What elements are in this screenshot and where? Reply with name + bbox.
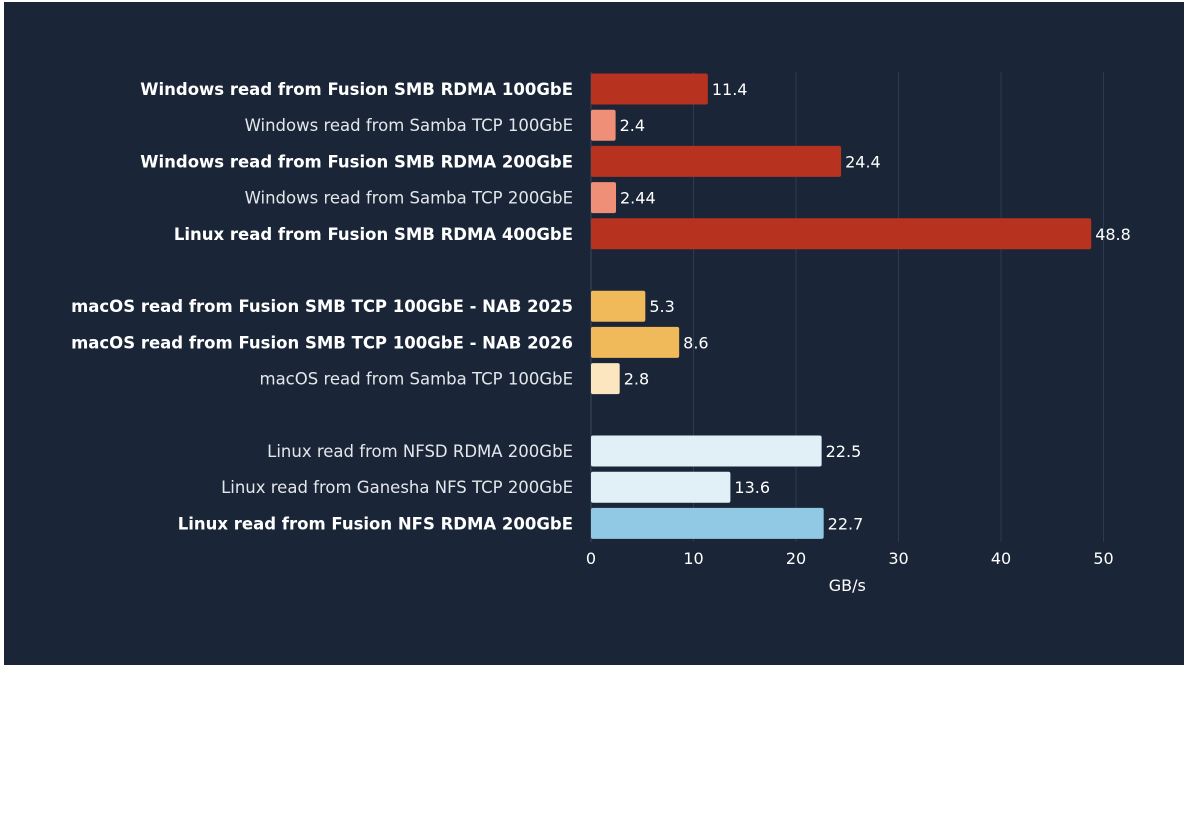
x-axis-title: GB/s (829, 576, 866, 595)
bar-1-2 (591, 363, 620, 395)
x-tick-label: 40 (991, 549, 1011, 568)
bar-2-0 (591, 435, 822, 467)
bar-0-3 (591, 182, 617, 214)
value-label: 2.4 (620, 116, 645, 135)
value-label: 13.6 (734, 478, 770, 497)
bar-0-1 (591, 109, 616, 141)
category-label: Linux read from Fusion NFS RDMA 200GbE (178, 514, 573, 533)
category-label: Windows read from Samba TCP 200GbE (245, 189, 573, 208)
bar-2-2 (591, 507, 824, 539)
value-label: 22.5 (826, 442, 862, 461)
bar-1-0 (591, 290, 646, 322)
bar-0-0 (591, 73, 708, 105)
category-label: Windows read from Fusion SMB RDMA 200GbE (140, 152, 573, 171)
x-tick-label: 50 (1093, 549, 1113, 568)
category-label: Windows read from Fusion SMB RDMA 100GbE (140, 80, 573, 99)
x-tick-label: 10 (683, 549, 703, 568)
category-label: Windows read from Samba TCP 100GbE (245, 116, 573, 135)
x-tick-label: 0 (586, 549, 596, 568)
value-label: 22.7 (828, 514, 864, 533)
bar-2-1 (591, 471, 731, 503)
bar-0-4 (591, 218, 1092, 250)
value-label: 24.4 (845, 152, 881, 171)
value-label: 5.3 (649, 297, 674, 316)
value-label: 8.6 (683, 333, 708, 352)
category-label: Linux read from Ganesha NFS TCP 200GbE (221, 478, 573, 497)
category-label: macOS read from Samba TCP 100GbE (260, 370, 574, 389)
value-label: 48.8 (1095, 225, 1131, 244)
bar-0-2 (591, 145, 842, 177)
bar-1-1 (591, 326, 680, 358)
value-label: 11.4 (712, 80, 748, 99)
x-tick-label: 20 (786, 549, 806, 568)
x-tick-label: 30 (888, 549, 908, 568)
bar-chart: Windows read from Fusion SMB RDMA 100GbE… (71, 72, 1131, 595)
category-label: macOS read from Fusion SMB TCP 100GbE - … (71, 297, 573, 316)
category-label: macOS read from Fusion SMB TCP 100GbE - … (71, 333, 573, 352)
chart-panel: Windows read from Fusion SMB RDMA 100GbE… (4, 2, 1184, 665)
value-label: 2.8 (624, 370, 649, 389)
category-label: Linux read from NFSD RDMA 200GbE (267, 442, 573, 461)
category-label: Linux read from Fusion SMB RDMA 400GbE (174, 225, 573, 244)
value-label: 2.44 (620, 189, 656, 208)
